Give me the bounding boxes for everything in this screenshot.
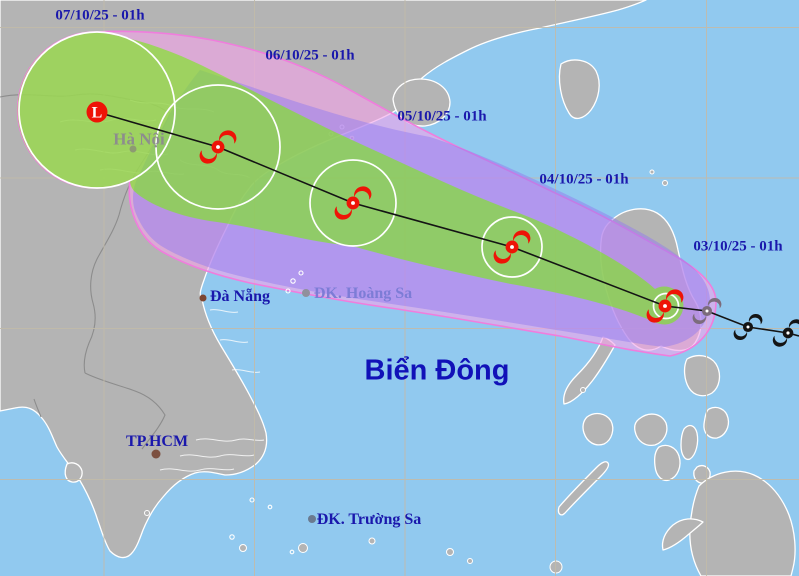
date-label-07-10: 07/10/25 - 01h <box>55 7 145 24</box>
date-label-05-10: 05/10/25 - 01h <box>397 108 487 125</box>
uncertainty-circles <box>18 31 680 320</box>
truongsa-label: ĐK. Trường Sa <box>316 511 422 528</box>
cone-inner-green <box>17 31 684 325</box>
island-leyte <box>703 406 730 439</box>
islet-rings <box>229 270 304 555</box>
date-label-03-10: 03/10/25 - 01h <box>693 238 783 255</box>
sea-name-label: Biển Đông <box>364 354 510 387</box>
danang-dot <box>199 294 207 302</box>
hcmc-dot <box>151 449 161 459</box>
hoangsa-label: ĐK. Hoàng Sa <box>313 285 413 302</box>
low-pressure-icon: L <box>86 101 108 123</box>
low-pressure-letter: L <box>92 105 103 122</box>
island-taiwan <box>558 59 600 120</box>
date-label-04-10: 04/10/25 - 01h <box>539 171 629 188</box>
hanoi-label: Hà Nội <box>113 129 165 149</box>
danang-label: Đà Nẵng <box>209 288 271 305</box>
island-panay <box>633 413 668 447</box>
storm-symbols: L <box>86 101 799 347</box>
island-zamboanga <box>661 518 704 551</box>
hcmc-label: TP.HCM <box>125 433 189 450</box>
island-mindoro <box>582 412 614 446</box>
truongsa-dot <box>308 515 316 523</box>
date-label-06-10: 06/10/25 - 01h <box>265 47 355 64</box>
hanoi-dot <box>129 145 137 153</box>
island-negros <box>653 444 681 482</box>
hoangsa-dot <box>302 289 310 297</box>
island-cebu <box>680 424 699 461</box>
city-markers <box>129 145 316 523</box>
island-palawan <box>557 461 610 516</box>
island-samar <box>683 354 721 397</box>
